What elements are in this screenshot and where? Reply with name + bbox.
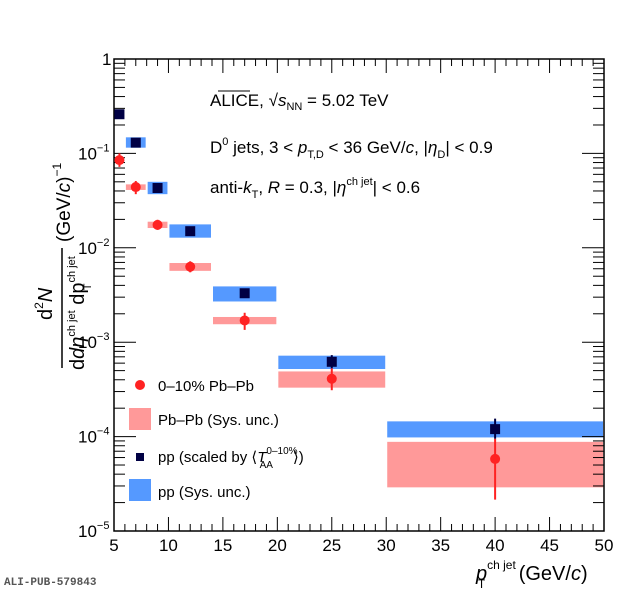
pp-data-point bbox=[130, 137, 141, 148]
pbpb-data-point bbox=[130, 182, 141, 193]
x-tick-label: 40 bbox=[486, 536, 505, 555]
annotation-block: ALICE, √sNN = 5.02 TeV D0 jets, 3 < pT,D… bbox=[210, 90, 493, 201]
x-tick-label: 30 bbox=[377, 536, 396, 555]
y-axis-title: d2N ddηch jet dpch jetT (GeV/c)−1 bbox=[32, 163, 94, 370]
axis-ticks bbox=[113, 58, 605, 532]
x-tick-label: 15 bbox=[213, 536, 232, 555]
legend-box-pp-sys bbox=[129, 479, 151, 501]
x-tick-label: 45 bbox=[540, 536, 559, 555]
annotation-line-3: anti-kT, R = 0.3, |ηch jet| < 0.6 bbox=[210, 176, 420, 201]
pp-data-point bbox=[114, 109, 125, 120]
x-tick-label: 10 bbox=[159, 536, 178, 555]
plot-frame-border bbox=[113, 58, 605, 532]
plot-frame bbox=[113, 58, 605, 532]
y-tick-label: 10−4 bbox=[78, 426, 109, 447]
legend-marker-pbpb bbox=[135, 380, 145, 390]
x-tick-label: 20 bbox=[268, 536, 287, 555]
legend-label-pp: pp (scaled by ⟨T0–10% AA ⟩) bbox=[158, 446, 304, 471]
y-title-denominator: ddηch jet dpch jetT bbox=[66, 256, 94, 370]
pbpb-data-point bbox=[185, 261, 196, 272]
y-title-numerator: d2N bbox=[32, 287, 57, 320]
legend-marker-pp bbox=[136, 453, 144, 461]
y-title-unit: (GeV/c)−1 bbox=[50, 163, 75, 242]
pbpb-data-point bbox=[114, 155, 125, 166]
pp-data-point bbox=[152, 183, 163, 194]
x-axis-title: pch jet T (GeV/c) bbox=[475, 558, 588, 591]
tick-labels: 5 10 15 20 25 30 35 40 45 50 1 10−1 10−2 10−3 10−4 10−5 bbox=[78, 50, 613, 555]
pp-data-point bbox=[185, 226, 196, 237]
y-tick-label: 1 bbox=[102, 50, 111, 69]
x-tick-label: 50 bbox=[595, 536, 614, 555]
pbpb-data-point bbox=[239, 315, 250, 326]
systematic-boxes-layer bbox=[115, 109, 603, 488]
y-tick-label: 10−5 bbox=[78, 520, 109, 541]
x-tick-label: 25 bbox=[322, 536, 341, 555]
pbpb-data-point bbox=[490, 453, 501, 464]
pp-data-point bbox=[239, 288, 250, 299]
x-tick-label: 35 bbox=[431, 536, 450, 555]
publication-id: ALI-PUB-579843 bbox=[4, 577, 97, 589]
legend: 0–10% Pb–Pb Pb–Pb (Sys. unc.) pp (scaled… bbox=[129, 378, 304, 501]
legend-label-pbpb: 0–10% Pb–Pb bbox=[158, 378, 254, 395]
y-tick-label: 10−1 bbox=[78, 142, 109, 163]
legend-label-pp-sys: pp (Sys. unc.) bbox=[158, 484, 251, 501]
pp-data-point bbox=[326, 356, 337, 367]
annotation-line-1: ALICE, √sNN = 5.02 TeV bbox=[210, 91, 389, 113]
annotation-line-2: D0 jets, 3 < pT,D < 36 GeV/c, |ηD| < 0.9 bbox=[210, 136, 493, 161]
data-points-layer bbox=[114, 109, 501, 500]
x-tick-label: 5 bbox=[109, 536, 118, 555]
pp-data-point bbox=[490, 424, 501, 435]
legend-label-pbpb-sys: Pb–Pb (Sys. unc.) bbox=[158, 412, 279, 429]
pbpb-data-point bbox=[326, 373, 337, 384]
legend-box-pbpb-sys bbox=[129, 408, 151, 430]
y-tick-label: 10−2 bbox=[78, 237, 109, 258]
y-tick-label: 10−3 bbox=[78, 331, 109, 352]
pbpb-data-point bbox=[152, 219, 163, 230]
